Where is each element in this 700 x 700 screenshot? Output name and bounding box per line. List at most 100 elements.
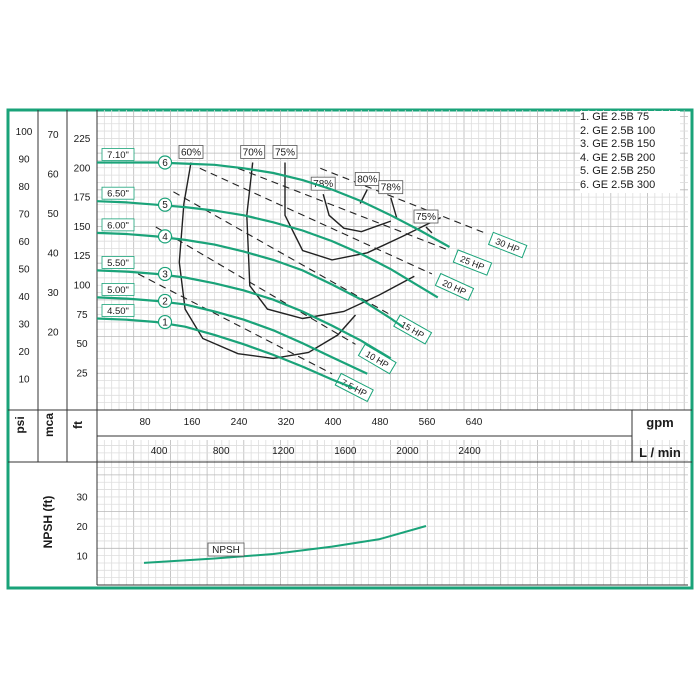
curve-number: 3 <box>162 269 168 280</box>
head-curve <box>96 269 392 360</box>
ft-tick-label: 25 <box>76 368 88 379</box>
npsh-axis-label: NPSH (ft) <box>41 496 55 549</box>
curve-number-badge <box>157 197 173 212</box>
ft-tick-label: 125 <box>74 251 91 262</box>
impeller-label: 4.50" <box>107 306 129 317</box>
curve-number-badge <box>157 155 173 170</box>
psi-tick-label: 70 <box>18 210 30 221</box>
curve-number: 2 <box>162 296 168 307</box>
power-line <box>320 167 486 234</box>
psi-tick-label: 50 <box>18 265 30 276</box>
lmin-tick-label: 2000 <box>396 446 419 457</box>
gpm-tick-label: 640 <box>466 417 483 428</box>
npsh-tick-label: 30 <box>76 493 88 504</box>
gpm-axis-label: gpm <box>646 415 673 430</box>
gpm-tick-label: 80 <box>139 417 151 428</box>
efficiency-curve <box>246 162 415 320</box>
curve-number: 4 <box>162 232 168 243</box>
power-line <box>155 226 356 345</box>
ft-tick-label: 150 <box>74 222 91 233</box>
mca-tick-label: 70 <box>47 130 59 141</box>
gpm-tick-label: 400 <box>325 417 342 428</box>
head-curve <box>96 200 439 299</box>
ft-axis-label: ft <box>71 421 85 429</box>
npsh-label: NPSH <box>212 545 240 556</box>
psi-tick-label: 80 <box>18 182 30 193</box>
impeller-label: 6.50" <box>107 189 129 200</box>
impeller-label: 5.50" <box>107 258 129 269</box>
efficiency-label: 78% <box>381 183 401 194</box>
lmin-tick-label: 1200 <box>272 446 295 457</box>
curve-number: 5 <box>162 200 168 211</box>
mca-tick-label: 40 <box>47 249 59 260</box>
mca-tick-label: 30 <box>47 288 59 299</box>
gpm-tick-label: 160 <box>184 417 201 428</box>
ft-tick-label: 175 <box>74 193 91 204</box>
model-legend: 1. GE 2.5B 75 2. GE 2.5B 100 3. GE 2.5B … <box>580 111 680 193</box>
impeller-label-box <box>101 186 135 200</box>
head-curve <box>96 296 368 375</box>
psi-tick-label: 100 <box>16 127 33 138</box>
npsh-curve <box>143 525 427 564</box>
impeller-label: 5.00" <box>107 285 129 296</box>
curve-number-badge <box>157 266 173 282</box>
gpm-tick-label: 240 <box>231 417 248 428</box>
power-line <box>173 191 392 316</box>
outer-frame <box>6 108 694 590</box>
impeller-label-box <box>101 148 135 161</box>
impeller-label-box <box>101 218 135 232</box>
impeller-label-box <box>101 304 135 317</box>
npsh-tick-label: 10 <box>76 552 88 563</box>
mca-tick-label: 50 <box>47 209 59 220</box>
head-curve <box>96 231 404 328</box>
efficiency-label-box <box>240 145 266 159</box>
curve-number: 6 <box>162 158 168 169</box>
efficiency-curve <box>284 162 442 261</box>
ft-tick-label: 75 <box>76 310 88 321</box>
legend-entry: 2. GE 2.5B 100 <box>580 124 656 137</box>
efficiency-label-box <box>178 145 204 159</box>
power-label-box <box>393 314 433 345</box>
impeller-label-box <box>101 256 135 269</box>
efficiency-curve <box>322 194 392 233</box>
lmin-tick-label: 800 <box>213 446 230 457</box>
lmin-tick-label: 1600 <box>334 446 357 457</box>
gpm-tick-label: 560 <box>419 417 436 428</box>
efficiency-label: 80% <box>357 174 377 185</box>
power-line <box>237 167 450 252</box>
power-label-box <box>434 272 475 301</box>
efficiency-label: 75% <box>275 147 295 158</box>
efficiency-curve <box>390 197 398 218</box>
mca-axis-label: mca <box>42 413 56 437</box>
impeller-label: 6.00" <box>107 220 129 231</box>
ft-tick-label: 100 <box>74 281 91 292</box>
efficiency-label: 78% <box>313 179 333 190</box>
ft-tick-label: 225 <box>74 134 91 145</box>
gpm-tick-label: 320 <box>278 417 295 428</box>
legend-entry: 4. GE 2.5B 200 <box>580 151 656 164</box>
psi-tick-label: 40 <box>18 292 30 303</box>
ft-tick-label: 200 <box>74 163 91 174</box>
efficiency-label-box <box>272 145 298 159</box>
power-line <box>137 273 333 375</box>
npsh-tick-label: 20 <box>76 522 88 533</box>
curve-number-badge <box>157 229 173 244</box>
lmin-tick-label: 400 <box>151 446 168 457</box>
legend-entry: 5. GE 2.5B 250 <box>580 165 656 178</box>
ft-tick-label: 50 <box>76 339 88 350</box>
lmin-axis-label: L / min <box>639 445 681 460</box>
efficiency-curve <box>425 226 433 234</box>
psi-tick-label: 20 <box>18 347 30 358</box>
efficiency-label: 75% <box>416 212 436 223</box>
psi-tick-label: 30 <box>18 320 30 331</box>
curve-number: 1 <box>162 318 168 329</box>
lmin-tick-label: 2400 <box>458 446 481 457</box>
curve-number-badge <box>157 293 173 309</box>
efficiency-label-box <box>354 172 380 186</box>
efficiency-curve <box>178 162 357 360</box>
efficiency-label: 70% <box>243 147 263 158</box>
head-curve <box>97 161 451 248</box>
psi-axis-label: psi <box>13 416 27 433</box>
